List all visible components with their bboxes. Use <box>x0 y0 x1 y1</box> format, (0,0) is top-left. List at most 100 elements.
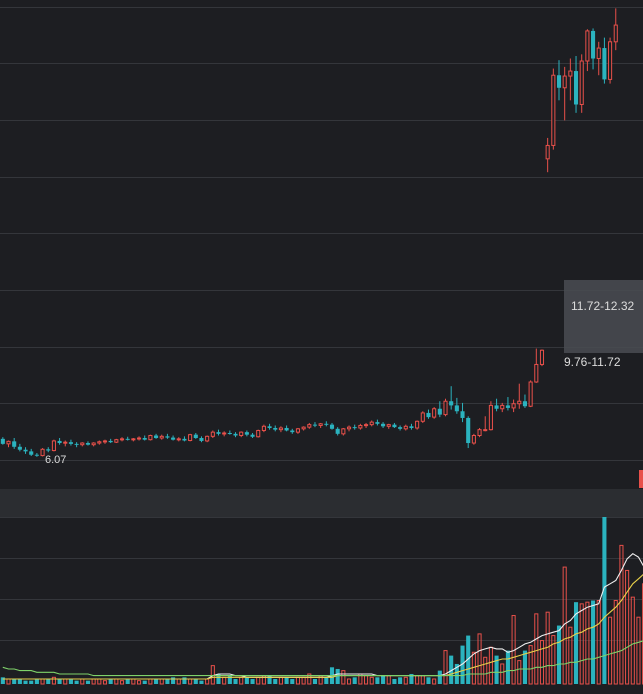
volume-bar-down[interactable] <box>591 601 595 685</box>
candle-body <box>81 443 84 445</box>
candle-body <box>591 31 595 59</box>
candle-up[interactable] <box>609 38 612 84</box>
candle-body <box>29 451 33 454</box>
volume-bar-down[interactable] <box>109 679 113 684</box>
candle-body <box>41 449 44 455</box>
volume-bar-down[interactable] <box>58 679 62 684</box>
volume-bar-down[interactable] <box>392 679 396 684</box>
volume-bar-down[interactable] <box>273 679 277 684</box>
volume-bar-down[interactable] <box>126 679 130 684</box>
candle-body <box>18 447 22 450</box>
candle-body <box>1 439 5 444</box>
candle-body <box>132 439 135 440</box>
candle-body <box>444 401 447 414</box>
candle-body <box>512 404 515 408</box>
candle-body <box>206 436 209 441</box>
volume-bar-down[interactable] <box>1 677 5 684</box>
candle-body <box>342 429 345 434</box>
volume-bar-down[interactable] <box>182 677 186 684</box>
volume-bar-down[interactable] <box>86 681 90 684</box>
volume-bar-down[interactable] <box>290 679 294 684</box>
volume-bar-down[interactable] <box>438 671 442 684</box>
candle-body <box>290 430 294 432</box>
candle-body <box>489 405 492 429</box>
min-price-label: 6.07 <box>45 454 66 466</box>
volume-bar-down[interactable] <box>18 679 22 684</box>
candle-body <box>251 435 255 437</box>
candle-body <box>472 436 475 444</box>
volume-bar-down[interactable] <box>233 679 237 684</box>
candle-body <box>602 48 606 79</box>
volume-bar-down[interactable] <box>194 679 198 684</box>
volume-bar-down[interactable] <box>23 681 27 684</box>
candle-up[interactable] <box>416 420 419 429</box>
candle-up[interactable] <box>444 399 447 417</box>
volume-bar-down[interactable] <box>313 679 317 684</box>
candle-body <box>223 433 226 434</box>
candle-up[interactable] <box>421 411 424 423</box>
candle-body <box>120 439 123 440</box>
candle-up[interactable] <box>52 440 55 452</box>
candle-body <box>233 434 237 436</box>
right-edge-price-marker <box>639 470 643 488</box>
volume-bar-down[interactable] <box>353 677 357 684</box>
candle-body <box>506 405 510 408</box>
volume-bar-down[interactable] <box>324 677 328 684</box>
candle-up[interactable] <box>472 434 475 445</box>
volume-bar-down[interactable] <box>35 679 39 684</box>
volume-bar-down[interactable] <box>69 679 73 684</box>
candle-body <box>455 405 459 411</box>
candle-body <box>52 441 55 451</box>
candle-up[interactable] <box>41 448 44 456</box>
candle-up[interactable] <box>433 407 436 419</box>
candle-up[interactable] <box>540 349 543 366</box>
candle-body <box>460 411 464 418</box>
volume-bar-down[interactable] <box>165 679 169 684</box>
volume-bar-down[interactable] <box>154 679 158 684</box>
volume-bar-down[interactable] <box>426 677 430 684</box>
volume-bar-down[interactable] <box>381 676 385 684</box>
volume-bar-down[interactable] <box>251 679 255 684</box>
candle-up[interactable] <box>529 380 532 407</box>
candle-up[interactable] <box>257 430 260 438</box>
volume-bar-down[interactable] <box>375 677 379 684</box>
volume-bar-down[interactable] <box>602 517 606 684</box>
candle-body <box>426 413 430 417</box>
volume-bar-down[interactable] <box>29 681 33 684</box>
candle-body <box>580 61 583 104</box>
volume-bar-down[interactable] <box>143 681 147 684</box>
candle-body <box>35 455 39 456</box>
candle-up[interactable] <box>552 69 555 150</box>
volume-bar-down[interactable] <box>199 681 203 684</box>
volume-bar-down[interactable] <box>75 681 79 684</box>
price-range-box[interactable]: 11.72-12.32 <box>564 280 643 353</box>
candle-body <box>268 426 272 428</box>
candle-up[interactable] <box>115 439 118 443</box>
candle-body <box>404 426 407 429</box>
candle-up[interactable] <box>478 428 481 437</box>
pane-divider[interactable] <box>0 489 643 517</box>
volume-bar-down[interactable] <box>12 679 16 684</box>
candle-up[interactable] <box>149 435 152 441</box>
candle-up[interactable] <box>489 401 492 430</box>
volume-bar-down[interactable] <box>46 679 50 684</box>
candle-body <box>171 438 175 440</box>
volume-bar-down[interactable] <box>285 677 289 684</box>
volume-bar-down[interactable] <box>171 677 175 684</box>
candle-body <box>313 425 317 426</box>
candle-up[interactable] <box>189 434 192 442</box>
candle-body <box>216 432 220 434</box>
volume-bar-down[interactable] <box>523 651 527 684</box>
volume-bar-down[interactable] <box>245 677 249 684</box>
candle-body <box>98 442 101 443</box>
volume-bar-down[interactable] <box>557 626 561 684</box>
candle-body <box>211 432 214 436</box>
volume-bar-down[interactable] <box>506 651 510 684</box>
volume-bar-down[interactable] <box>398 677 402 684</box>
candle-up[interactable] <box>206 436 209 443</box>
range-box-area[interactable] <box>564 280 643 353</box>
candle-up[interactable] <box>580 54 583 113</box>
